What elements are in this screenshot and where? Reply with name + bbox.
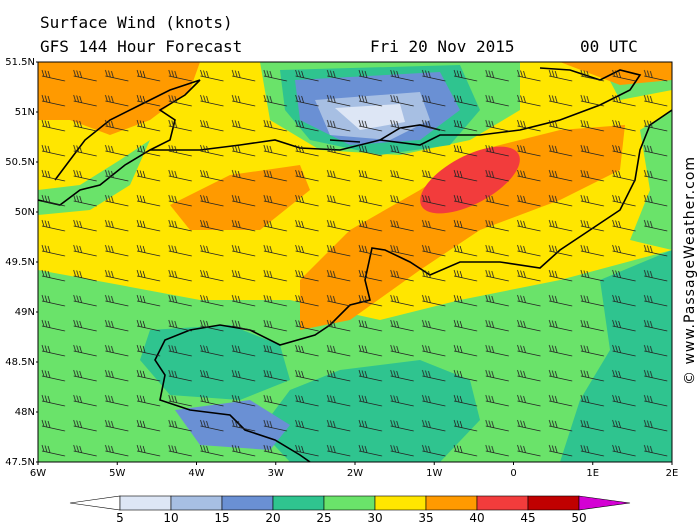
lon-label: 2W <box>347 468 363 479</box>
lon-label: 5W <box>109 468 125 479</box>
colorbar-segment <box>323 495 376 511</box>
colorbar-low-arrow <box>69 495 121 511</box>
lon-label: 1W <box>426 468 442 479</box>
lat-label: 47.5N <box>5 457 35 468</box>
lat-label: 49N <box>15 307 35 318</box>
colorbar-segment <box>374 495 427 511</box>
lon-label: 4W <box>188 468 204 479</box>
colorbar-label: 15 <box>214 511 229 525</box>
lon-label: 3W <box>268 468 284 479</box>
colorbar-label: 30 <box>367 511 382 525</box>
lat-label: 50N <box>15 207 35 218</box>
lat-label: 51.5N <box>5 57 35 68</box>
colorbar-segment <box>527 495 580 511</box>
colorbar-high-arrow <box>578 495 631 511</box>
colorbar-segment <box>272 495 325 511</box>
colorbar-label: 5 <box>116 511 124 525</box>
colorbar-label: 45 <box>520 511 535 525</box>
title: Surface Wind (knots) <box>40 13 233 32</box>
colorbar-label: 20 <box>265 511 280 525</box>
lat-label: 50.5N <box>5 157 35 168</box>
lat-label: 48.5N <box>5 357 35 368</box>
lat-label: 49.5N <box>5 257 35 268</box>
colorbar-label: 40 <box>469 511 484 525</box>
lon-label: 6W <box>30 468 46 479</box>
colorbar-segment <box>170 495 223 511</box>
date: Fri 20 Nov 2015 <box>370 37 515 56</box>
subtitle: GFS 144 Hour Forecast <box>40 37 242 56</box>
colorbar-label: 35 <box>418 511 433 525</box>
lat-label: 51N <box>15 107 35 118</box>
colorbar-segment <box>221 495 274 511</box>
colorbar-label: 50 <box>571 511 586 525</box>
credit: © www.PassageWeather.com <box>682 156 698 385</box>
colorbar-label: 10 <box>163 511 178 525</box>
lon-label: 1E <box>586 468 599 479</box>
colorbar-segment <box>476 495 529 511</box>
colorbar-segment <box>425 495 478 511</box>
lon-label: 0 <box>510 468 516 479</box>
colorbar-segment <box>119 495 172 511</box>
colorbar-label: 25 <box>316 511 331 525</box>
time: 00 UTC <box>580 37 638 56</box>
lon-label: 2E <box>666 468 679 479</box>
lat-label: 48N <box>15 407 35 418</box>
wind-barbs <box>38 62 672 462</box>
